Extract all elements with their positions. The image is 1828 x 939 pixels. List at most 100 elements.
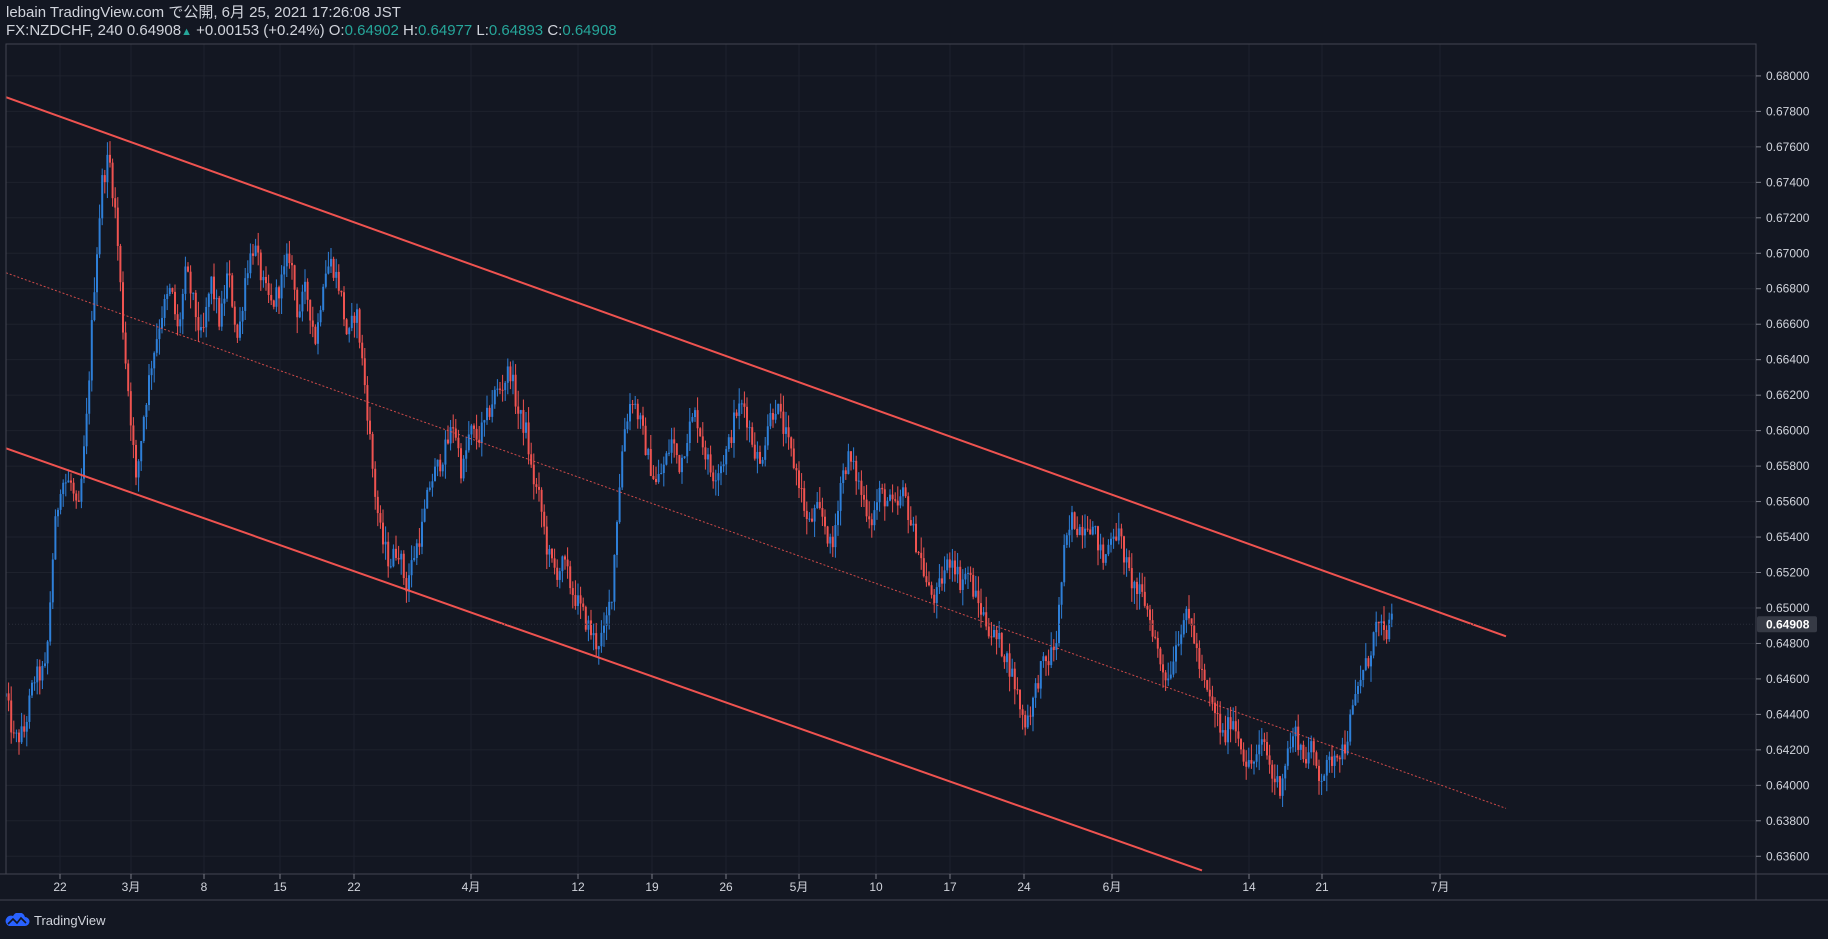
candle-up — [665, 453, 668, 465]
candle-down — [12, 732, 15, 734]
candle-up — [54, 516, 57, 560]
x-tick-label: 8 — [201, 880, 208, 894]
candle-up — [1375, 621, 1378, 633]
chart-header: lebain TradingView.com で公開, 6月 25, 2021 … — [6, 4, 617, 41]
x-tick-label: 22 — [53, 880, 67, 894]
candle-down — [824, 516, 826, 527]
candle-down — [374, 468, 377, 497]
candle-up — [548, 549, 551, 555]
candle-up — [150, 368, 153, 376]
symbol-price[interactable]: FX:NZDCHF, 240 0.64908 — [6, 22, 182, 39]
last-price-label: 0.64908 — [1766, 617, 1810, 631]
candle-up — [1357, 686, 1359, 695]
price-axis[interactable]: 0.63600 0.63800 0.64000 0.64200 0.64400 0.646… — [1756, 69, 1810, 863]
candle-up — [961, 579, 964, 590]
candle-down — [233, 306, 236, 325]
candle-down — [358, 309, 361, 343]
candle-up — [813, 507, 816, 522]
candle-down — [109, 154, 111, 163]
candle-up — [1362, 669, 1365, 680]
candle-up — [1346, 741, 1349, 754]
candle-down — [701, 436, 704, 448]
candle-up — [1299, 744, 1302, 750]
candle-down — [925, 576, 928, 583]
tradingview-brand[interactable]: TradingView — [34, 912, 106, 928]
candle-up — [465, 450, 468, 459]
candle-down — [1136, 581, 1138, 595]
candle-down — [460, 448, 462, 479]
candle-up — [1063, 544, 1066, 583]
candle-up — [1180, 634, 1183, 645]
open-label: O: — [328, 22, 345, 39]
candle-down — [1143, 591, 1146, 606]
candle-up — [618, 487, 621, 523]
candle-up — [722, 464, 725, 467]
candle-up — [561, 556, 564, 572]
candle-up — [493, 389, 496, 405]
candle-down — [1331, 756, 1333, 766]
candle-down — [402, 553, 405, 579]
candle-down — [1128, 557, 1131, 569]
x-tick-label: 6月 — [1103, 880, 1122, 894]
candle-up — [140, 441, 143, 462]
candle-up — [857, 480, 860, 482]
candle-down — [387, 541, 390, 567]
candle-down — [1234, 721, 1237, 732]
candle-up — [839, 483, 842, 511]
y-tick-label: 0.67000 — [1766, 246, 1810, 260]
footer: TradingView — [4, 910, 106, 930]
candle-down — [896, 500, 899, 506]
candle-down — [696, 410, 699, 429]
candle-up — [600, 632, 603, 647]
candle-down — [272, 300, 275, 307]
candle-down — [746, 406, 748, 428]
candle-up — [657, 473, 660, 483]
candle-up — [756, 451, 759, 459]
candle-up — [1255, 754, 1258, 762]
candle-down — [920, 552, 923, 559]
candle-up — [956, 566, 959, 575]
candle-down — [571, 588, 574, 596]
candle-up — [436, 459, 439, 467]
candle-down — [987, 626, 990, 637]
candle-up — [1388, 619, 1391, 640]
candle-up — [335, 271, 338, 278]
candle-down — [296, 289, 299, 318]
candle-down — [270, 294, 273, 301]
channel-median-line — [6, 272, 1507, 809]
candle-down — [1383, 621, 1385, 630]
candle-down — [197, 317, 200, 331]
open-value: 0.64902 — [344, 22, 399, 39]
candle-up — [246, 273, 249, 279]
candle-up — [634, 403, 637, 405]
candle-up — [462, 458, 465, 479]
candle-down — [194, 292, 197, 318]
candle-up — [1094, 526, 1097, 528]
candle-up — [639, 415, 642, 420]
candle-up — [613, 554, 616, 602]
x-tick-label: 26 — [719, 880, 733, 894]
tradingview-cloud-icon[interactable] — [4, 913, 30, 927]
candle-up — [725, 449, 728, 465]
candle-up — [714, 480, 717, 482]
candle-up — [608, 601, 611, 616]
candle-down — [579, 595, 582, 604]
candle-up — [1172, 661, 1175, 675]
candle-down — [803, 488, 806, 511]
candle-down — [311, 320, 314, 327]
candle-up — [774, 413, 777, 420]
candle-down — [1245, 761, 1248, 767]
candle-down — [265, 276, 267, 284]
candle-up — [1294, 726, 1297, 737]
candle-up — [98, 218, 101, 255]
parallel-channel[interactable] — [6, 96, 1507, 872]
time-axis[interactable]: 22 3月 8 15 22 4月 12 19 26 5月 10 17 24 6月 14 21 7月 — [53, 874, 1449, 894]
candle-down — [678, 455, 681, 473]
candle-down — [171, 288, 174, 292]
candle-up — [829, 536, 832, 544]
candle-down — [23, 726, 26, 732]
candle-up — [1390, 613, 1393, 620]
candle-up — [1026, 715, 1029, 728]
candle-down — [540, 489, 543, 512]
